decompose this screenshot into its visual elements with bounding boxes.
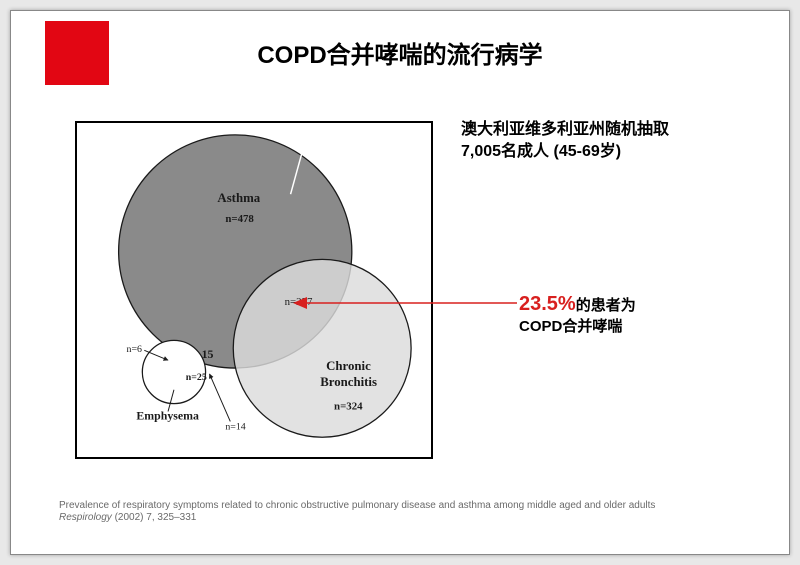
svg-text:Chronic: Chronic <box>326 359 371 373</box>
svg-text:n=6: n=6 <box>127 344 143 355</box>
callout-percent: 23.5% <box>519 293 576 315</box>
svg-text:n=324: n=324 <box>334 401 363 413</box>
citation-line-2: Respirology (2002) 7, 325–331 <box>59 512 759 524</box>
desc-line-1: 澳大利亚维多利亚州随机抽取 <box>461 119 761 141</box>
citation-line-1: Prevalence of respiratory symptoms relat… <box>59 500 759 512</box>
desc-line-2: 7,005名成人 (45-69岁) <box>461 141 761 163</box>
svg-text:Emphysema: Emphysema <box>136 408 199 422</box>
citation: Prevalence of respiratory symptoms relat… <box>59 500 759 524</box>
svg-text:n=478: n=478 <box>225 213 254 225</box>
callout-text-2: COPD合并哮喘 <box>519 317 759 337</box>
citation-ref: (2002) 7, 325–331 <box>112 512 197 523</box>
svg-text:15: 15 <box>202 347 214 361</box>
svg-text:n=14: n=14 <box>225 421 245 432</box>
svg-text:Bronchitis: Bronchitis <box>320 375 377 389</box>
slide-title: COPD合并哮喘的流行病学 <box>11 35 789 70</box>
svg-text:Asthma: Asthma <box>217 191 260 205</box>
callout: 23.5%的患者为 COPD合并哮喘 <box>519 291 759 337</box>
citation-journal: Respirology <box>59 512 112 523</box>
slide: COPD合并哮喘的流行病学 Asthma n=478 Chronic Bronchit… <box>10 10 790 555</box>
svg-text:n=237: n=237 <box>285 296 313 308</box>
callout-text-1: 的患者为 <box>576 297 636 314</box>
svg-text:n=25: n=25 <box>186 372 207 383</box>
venn-container: Asthma n=478 Chronic Bronchitis n=324 Emphyse… <box>75 121 433 459</box>
study-description: 澳大利亚维多利亚州随机抽取 7,005名成人 (45-69岁) <box>461 119 761 162</box>
venn-diagram: Asthma n=478 Chronic Bronchitis n=324 Emphyse… <box>77 123 431 457</box>
